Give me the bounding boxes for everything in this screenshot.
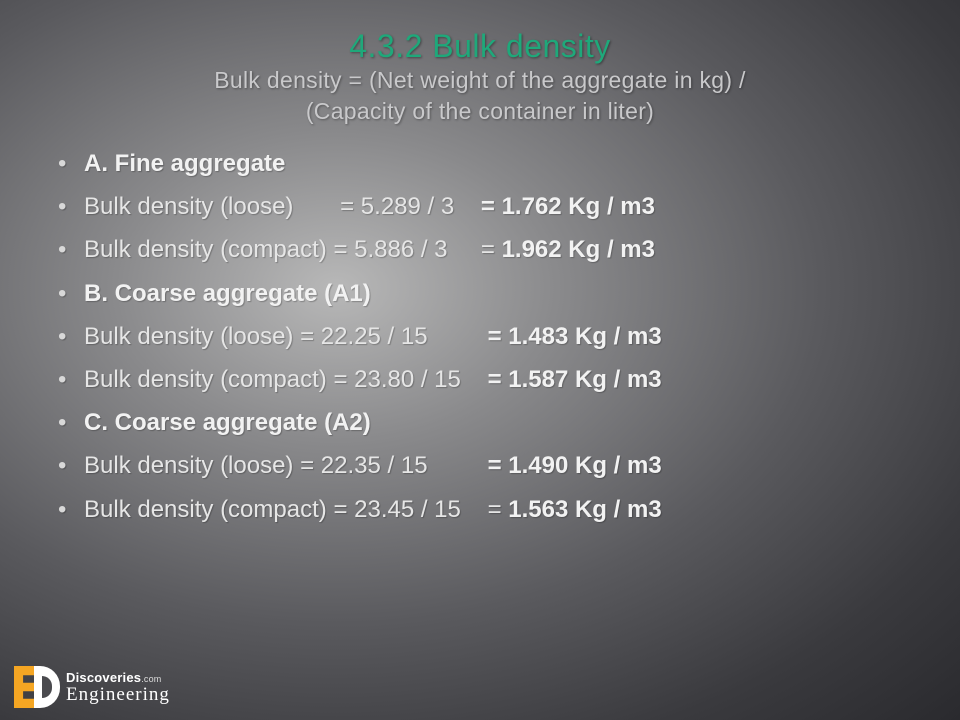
calc-result: 1.563 Kg / m3 — [508, 496, 661, 523]
list-item: B. Coarse aggregate (A1) — [56, 275, 904, 312]
calc-expr: = 5.289 / 3 — [340, 193, 454, 220]
calc-result: = 1.587 Kg / m3 — [488, 366, 662, 393]
section-heading: B. Coarse aggregate (A1) — [84, 280, 371, 307]
calc-label: Bulk density (loose) — [84, 323, 293, 350]
calc-label: Bulk density (compact) — [84, 496, 327, 523]
slide-container: 4.3.2 Bulk density Bulk density = (Net w… — [0, 0, 960, 720]
bullet-list: A. Fine aggregate Bulk density (loose) =… — [56, 145, 904, 528]
logo-discoveries: Discoveries — [66, 670, 141, 685]
logo-dotcom: .com — [141, 674, 161, 684]
calc-label: Bulk density (loose) — [84, 193, 293, 220]
logo-top-text: Discoveries.com — [66, 671, 170, 684]
calc-expr: = 22.35 / 15 — [300, 452, 427, 479]
calc-label: Bulk density (compact) — [84, 236, 327, 263]
content-area: A. Fine aggregate Bulk density (loose) =… — [48, 145, 912, 528]
brand-logo: Discoveries.com Engineering — [14, 664, 170, 710]
title-block: 4.3.2 Bulk density Bulk density = (Net w… — [48, 28, 912, 127]
calc-expr: = 5.886 / 3 — [333, 236, 447, 263]
list-item: C. Coarse aggregate (A2) — [56, 404, 904, 441]
list-item: Bulk density (loose) = 22.25 / 15 = 1.48… — [56, 318, 904, 355]
slide-subtitle-line1: Bulk density = (Net weight of the aggreg… — [48, 65, 912, 96]
logo-letter-d — [34, 666, 60, 708]
calc-result: = 1.490 Kg / m3 — [488, 452, 662, 479]
section-heading: A. Fine aggregate — [84, 150, 285, 177]
logo-icon — [14, 664, 60, 710]
calc-result: = 1.762 Kg / m3 — [481, 193, 655, 220]
list-item: Bulk density (compact) = 23.45 / 15 = 1.… — [56, 491, 904, 528]
list-item: A. Fine aggregate — [56, 145, 904, 182]
calc-expr: = 23.45 / 15 — [333, 496, 460, 523]
calc-label: Bulk density (compact) — [84, 366, 327, 393]
list-item: Bulk density (loose) = 22.35 / 15 = 1.49… — [56, 447, 904, 484]
list-item: Bulk density (loose) = 5.289 / 3 = 1.762… — [56, 188, 904, 225]
logo-text: Discoveries.com Engineering — [66, 671, 170, 704]
logo-bottom-text: Engineering — [66, 685, 170, 704]
calc-result: 1.962 Kg / m3 — [502, 236, 655, 263]
list-item: Bulk density (compact) = 23.80 / 15 = 1.… — [56, 361, 904, 398]
section-heading: C. Coarse aggregate (A2) — [84, 409, 371, 436]
slide-subtitle-line2: (Capacity of the container in liter) — [48, 96, 912, 127]
slide-title: 4.3.2 Bulk density — [48, 28, 912, 65]
calc-result: = 1.483 Kg / m3 — [488, 323, 662, 350]
calc-expr: = 23.80 / 15 — [333, 366, 460, 393]
list-item: Bulk density (compact) = 5.886 / 3 = 1.9… — [56, 231, 904, 268]
calc-expr: = 22.25 / 15 — [300, 323, 427, 350]
calc-label: Bulk density (loose) — [84, 452, 293, 479]
